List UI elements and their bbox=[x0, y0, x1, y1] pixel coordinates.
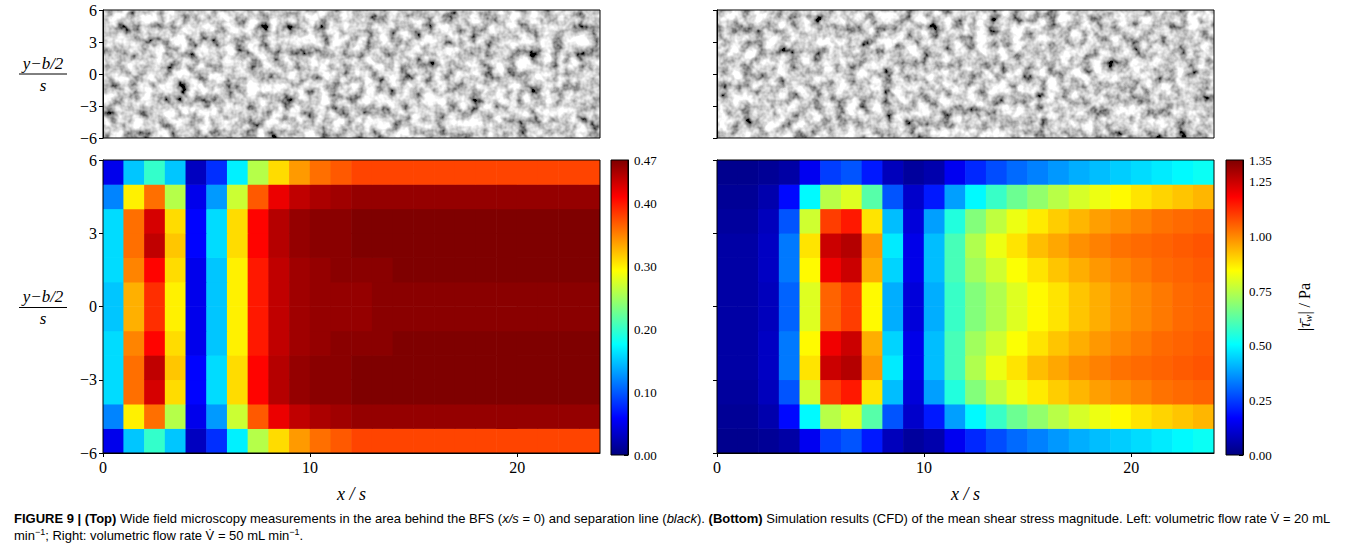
svg-text:0.75: 0.75 bbox=[1249, 284, 1272, 299]
svg-text:−6: −6 bbox=[80, 445, 97, 462]
svg-text:y−b/2: y−b/2 bbox=[21, 287, 64, 306]
svg-text:s: s bbox=[40, 76, 47, 95]
svg-text:3: 3 bbox=[89, 225, 97, 242]
svg-text:| / Pa: | / Pa bbox=[1296, 283, 1314, 315]
svg-text:0.25: 0.25 bbox=[1249, 393, 1272, 408]
svg-text:0.40: 0.40 bbox=[634, 196, 657, 211]
svg-text:w: w bbox=[1301, 314, 1314, 322]
svg-text:3: 3 bbox=[89, 34, 97, 51]
svg-text:1.35: 1.35 bbox=[1249, 153, 1272, 168]
svg-text:x / s: x / s bbox=[950, 484, 980, 504]
svg-text:−3: −3 bbox=[80, 371, 97, 388]
svg-text:0: 0 bbox=[89, 66, 97, 83]
svg-text:0: 0 bbox=[99, 459, 107, 476]
svg-text:20: 20 bbox=[1123, 459, 1139, 476]
svg-text:0.30: 0.30 bbox=[634, 259, 657, 274]
svg-text:−3: −3 bbox=[80, 98, 97, 115]
svg-text:y−b/2: y−b/2 bbox=[21, 54, 64, 73]
svg-text:s: s bbox=[40, 309, 47, 328]
svg-text:−6: −6 bbox=[80, 130, 97, 147]
svg-text:|τ̄: |τ̄ bbox=[1295, 321, 1313, 333]
svg-text:1.00: 1.00 bbox=[1249, 229, 1272, 244]
svg-text:6: 6 bbox=[89, 2, 97, 19]
svg-text:10: 10 bbox=[302, 459, 318, 476]
svg-text:0.00: 0.00 bbox=[634, 448, 657, 463]
svg-text:x / s: x / s bbox=[336, 484, 366, 504]
svg-text:0: 0 bbox=[713, 459, 721, 476]
svg-text:6: 6 bbox=[89, 152, 97, 169]
svg-text:20: 20 bbox=[509, 459, 525, 476]
svg-text:0.50: 0.50 bbox=[1249, 338, 1272, 353]
svg-text:1.25: 1.25 bbox=[1249, 174, 1272, 189]
svg-text:0.10: 0.10 bbox=[634, 385, 657, 400]
svg-text:0: 0 bbox=[89, 298, 97, 315]
html-text:FIGURE 9 | (Top) Wide field mi: FIGURE 9 | (Top) Wide field microscopy m… bbox=[14, 511, 1330, 543]
svg-text:0.00: 0.00 bbox=[1249, 448, 1272, 463]
svg-text:10: 10 bbox=[916, 459, 932, 476]
svg-text:0.47: 0.47 bbox=[634, 153, 657, 168]
svg-text:0.20: 0.20 bbox=[634, 322, 657, 337]
